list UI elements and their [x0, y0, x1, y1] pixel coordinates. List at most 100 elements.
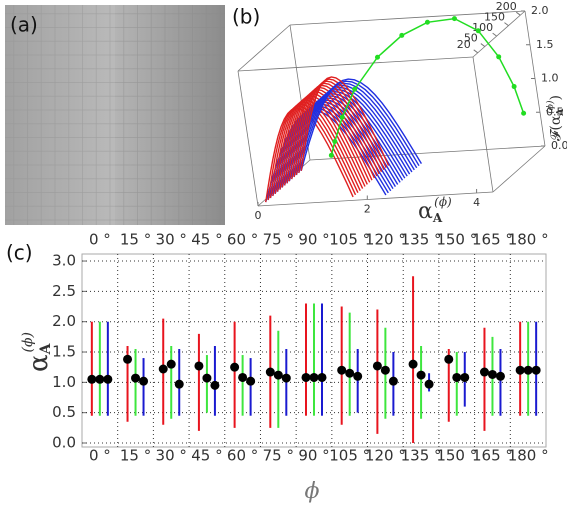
- label-part: (ϕ): [545, 100, 556, 114]
- marker: [424, 379, 434, 389]
- y-tick-label: 1.0: [52, 373, 76, 391]
- z-tick-label: 2.0: [531, 4, 549, 17]
- y-label-sub: A: [38, 342, 54, 355]
- x-tick-label-top: 0 °: [89, 231, 111, 249]
- x-tick-label: 180 °: [508, 447, 549, 465]
- marker: [495, 371, 505, 381]
- marker: [424, 19, 430, 25]
- z-axis-label: 𝓕(αA(ϕ)): [545, 95, 566, 141]
- marker: [353, 371, 363, 381]
- marker: [123, 354, 133, 364]
- y-tick-label: 0.5: [52, 403, 76, 421]
- tick-mark: [480, 43, 486, 47]
- z-tick-label: 0.0: [551, 139, 567, 152]
- marker: [521, 110, 527, 116]
- marker: [131, 373, 141, 383]
- marker: [328, 152, 334, 158]
- x-tick-label-top: 15 °: [120, 231, 151, 249]
- box-edge: [237, 24, 291, 72]
- x-tick-label-top: 45 °: [191, 231, 222, 249]
- label-part: α: [418, 199, 433, 224]
- marker: [352, 86, 358, 92]
- depth-tick-label: 150: [484, 11, 505, 24]
- marker: [515, 365, 525, 375]
- z-tick-label: 1.0: [541, 72, 559, 85]
- x-tick-label-top: 75 °: [263, 231, 294, 249]
- panel-label: (c): [6, 241, 33, 265]
- x-tick-label-top: 165 °: [472, 231, 513, 249]
- mesh-curve: [298, 80, 420, 174]
- panel-c: (c) ϕ αA(ϕ) 0.0 0.5 1.0 1.5 2.0 2.5 3.0 0 ° 0 ° 1…: [6, 231, 549, 505]
- marker: [309, 372, 319, 382]
- mesh-curve: [300, 76, 390, 171]
- marker: [523, 365, 533, 375]
- y-tick-label: 2.0: [52, 312, 76, 330]
- x-tick-label: 45 °: [191, 447, 222, 465]
- marker: [511, 84, 517, 90]
- mesh-curve: [298, 78, 387, 174]
- marker: [372, 361, 382, 371]
- y-label-sup: (ϕ): [20, 332, 36, 352]
- marker: [230, 362, 240, 372]
- marker: [166, 359, 176, 369]
- box-edge: [257, 191, 494, 207]
- x-tick-label: 60 °: [227, 447, 258, 465]
- marker: [416, 370, 426, 380]
- marker: [332, 138, 338, 144]
- panel-label: (a): [10, 13, 38, 37]
- box-edge: [237, 56, 474, 72]
- x-tick-label: 2: [364, 202, 371, 215]
- y-axis-label: αA(ϕ): [20, 332, 54, 372]
- marker: [475, 28, 481, 34]
- marker: [452, 372, 462, 382]
- marker: [479, 367, 489, 377]
- x-tick-label: 90 °: [298, 447, 329, 465]
- marker: [444, 354, 454, 364]
- box-edge: [309, 145, 546, 161]
- marker: [374, 54, 380, 60]
- x-tick-label: 75 °: [263, 447, 294, 465]
- marker: [451, 16, 457, 22]
- mesh-curve: [295, 80, 385, 176]
- marker: [210, 380, 220, 390]
- depth-tick-label: 50: [464, 32, 478, 45]
- tick-mark: [473, 49, 479, 54]
- label-part: α: [548, 115, 564, 125]
- series-line: [330, 17, 525, 156]
- label-part: (ϕ): [434, 195, 452, 209]
- x-tick-label-top: 30 °: [156, 231, 187, 249]
- x-tick-label-top: 120 °: [365, 231, 406, 249]
- marker: [487, 369, 497, 379]
- marker: [337, 365, 347, 375]
- marker: [139, 376, 149, 386]
- x-tick-label: 135 °: [401, 447, 442, 465]
- tick-mark: [504, 22, 509, 27]
- marker: [281, 373, 291, 383]
- mesh-curve: [293, 82, 383, 178]
- marker: [388, 376, 398, 386]
- marker: [158, 364, 168, 374]
- y-tick-label: 0.0: [52, 434, 76, 452]
- x-tick-label: 0: [255, 209, 262, 222]
- depth-tick-label: 200: [496, 0, 517, 13]
- marker: [531, 365, 541, 375]
- marker: [317, 372, 327, 382]
- marker: [95, 374, 105, 384]
- marker: [87, 374, 97, 384]
- box-edge: [492, 145, 546, 193]
- x-tick-label-top: 135 °: [401, 231, 442, 249]
- tick-mark: [515, 11, 521, 16]
- x-tick-label-top: 180 °: [508, 231, 549, 249]
- x-tick-label-top: 105 °: [329, 231, 370, 249]
- marker: [265, 367, 275, 377]
- marker: [202, 373, 212, 383]
- x-tick-label-top: 90 °: [298, 231, 329, 249]
- marker: [496, 54, 502, 60]
- panel-b: (b) 0240.00.51.01.52.02050100150200αA(ϕ)…: [232, 0, 567, 224]
- texture-grid: [5, 5, 225, 225]
- panel-label: (b): [232, 5, 260, 29]
- x-axis-label: ϕ: [305, 479, 320, 504]
- marker: [273, 370, 283, 380]
- box-edge: [472, 56, 494, 193]
